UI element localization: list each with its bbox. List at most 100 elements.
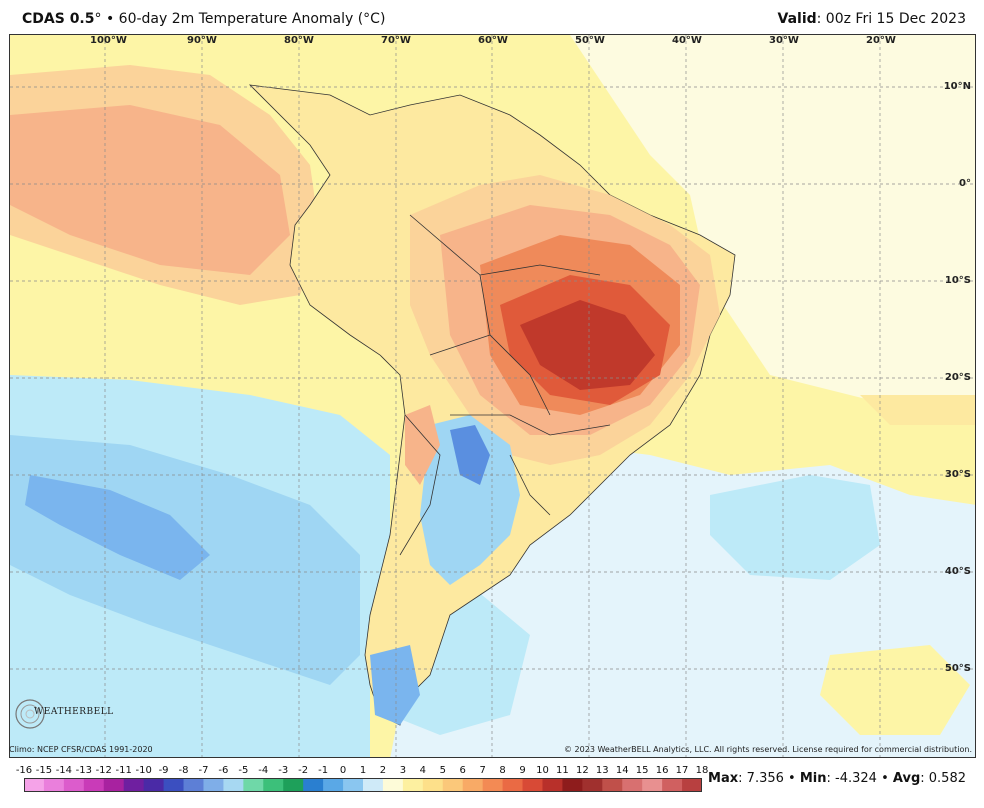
map-canvas [10,35,975,757]
colorbar-tick-label: 18 [695,765,709,776]
patagonia-cool [370,645,420,725]
anomaly-map: 100°W 90°W 80°W 70°W 60°W 50°W 40°W 30°W… [9,34,976,758]
copyright-credit: © 2023 WeatherBELL Analytics, LLC. All r… [564,745,972,754]
colorbar-tick-label: 8 [499,765,506,776]
colorbar-swatch [363,778,384,792]
stats-summary: Max: 7.356 • Min: -4.324 • Avg: 0.582 [708,771,966,786]
colorbar-tick-label: -1 [318,765,329,776]
colorbar-tick-label: -8 [178,765,189,776]
lat-label: 30°S [944,469,971,480]
colorbar-tick-label: 3 [399,765,407,776]
colorbar-swatch [343,778,364,792]
lon-label: 50°W [575,35,605,46]
lat-label: 20°S [944,372,971,383]
colorbar-swatch [243,778,264,792]
colorbar-swatch [662,778,683,792]
colorbar-tick-label: -2 [298,765,309,776]
colorbar-tick-label: -11 [115,765,132,776]
argentina-cool [420,415,520,585]
colorbar-swatch [502,778,524,792]
neutral-ocean-east [570,35,975,415]
colorbar-tick-label: -4 [258,765,269,776]
colorbar-tick-label: -9 [158,765,169,776]
graticule [10,35,975,757]
colorbar-tick-label: -12 [95,765,112,776]
colorbar-tick-label: -6 [218,765,229,776]
lon-label: 40°W [672,35,702,46]
min-value: : -4.324 [826,771,877,786]
colorbar-swatch [382,778,404,792]
colorbar-swatch [323,778,344,792]
colorbar-tick-label: -5 [238,765,249,776]
colorbar [24,778,702,792]
colorbar-swatch [283,778,304,792]
valid-label: Valid [777,11,817,27]
colorbar-tick-label: 16 [655,765,669,776]
weatherbell-logo: WEATHERBELL [14,694,113,734]
model-name: CDAS 0.5 [22,11,95,27]
colorbar-outline [24,778,702,792]
colorbar-tick-label: 12 [575,765,589,776]
max-value: : 7.356 [738,771,784,786]
pacific-orange-plume [10,105,290,275]
south-atlantic-light-blue [710,475,880,580]
avg-value: : 0.582 [920,771,966,786]
lon-label: 100°W [90,35,127,46]
colorbar-tick-label: 17 [675,765,689,776]
colorbar-tick-label: 11 [556,765,569,776]
lon-label: 70°W [381,35,411,46]
degree-sign: ° [94,11,102,27]
colorbar-tick-label: 7 [479,765,486,776]
stats-sep: • [788,771,796,786]
colorbar-swatch [83,778,105,792]
colorbar-swatch [183,778,204,792]
atlantic-warm-patch [860,395,975,425]
colorbar-swatch [263,778,284,792]
colorbar-tick-label: 13 [595,765,609,776]
colorbar-swatch [602,778,623,792]
colorbar-swatch [562,778,583,792]
colorbar-tick-label: 2 [379,765,387,776]
lat-label: 40°S [944,566,971,577]
colorbar-swatch [303,778,324,792]
colorbar-swatch [482,778,504,792]
min-label: Min [799,771,827,786]
colorbar-swatch [402,778,424,792]
title-bullet: • [105,11,115,27]
stats-sep: • [881,771,889,786]
colorbar-swatch [24,778,45,792]
colorbar-swatch [103,778,125,792]
colorbar-swatch [63,778,85,792]
colorbar-tick-label: 14 [615,765,629,776]
colorbar-tick-label: 15 [635,765,649,776]
colorbar-swatch [163,778,185,792]
colorbar-tick-label: 6 [459,765,466,776]
avg-label: Avg [892,771,921,786]
lon-label: 60°W [478,35,508,46]
brazil-dark-red [520,300,655,390]
lat-label: 10°N [943,81,971,92]
valid-value: : 00z Fri 15 Dec 2023 [816,11,966,27]
lat-label: 50°S [944,663,971,674]
colorbar-swatch [123,778,145,792]
colorbar-tick-label: -13 [75,765,92,776]
colorbar-swatch [682,778,702,792]
country-borders [399,214,611,556]
colorbar-tick-label: 10 [536,765,549,776]
header-bar: CDAS 0.5° • 60-day 2m Temperature Anomal… [0,0,984,34]
colorbar-tick-label: 0 [339,765,347,776]
colorbar-tick-label: -10 [135,765,152,776]
colorbar-swatch [462,778,484,792]
colorbar-swatch [582,778,603,792]
atlantic-warm-patch-south [820,645,970,735]
colorbar-tick-label: -16 [15,765,33,776]
colorbar-swatch [203,778,224,792]
valid-time: Valid: 00z Fri 15 Dec 2023 [778,11,967,27]
colorbar-swatch [223,778,244,792]
colorbar-tick-label: -15 [35,765,53,776]
colorbar-tick-label: -3 [278,765,289,776]
colorbar-tick-label: 5 [439,765,446,776]
colorbar-swatch [442,778,464,792]
lon-label: 20°W [866,35,896,46]
colorbar-tick-label: 9 [519,765,526,776]
